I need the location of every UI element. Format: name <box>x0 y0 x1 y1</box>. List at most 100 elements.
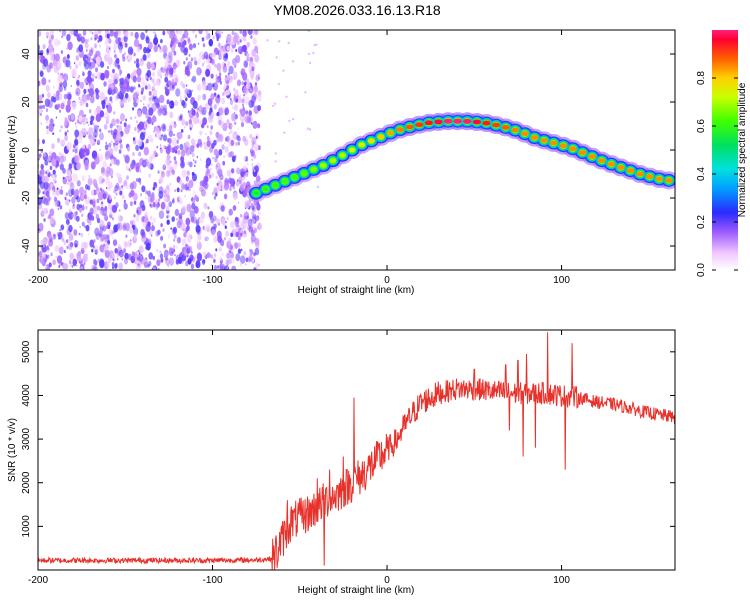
noise-speckle <box>46 169 50 174</box>
noise-speckle <box>62 263 68 270</box>
noise-speckle <box>179 98 183 103</box>
noise-speckle <box>211 172 214 178</box>
noise-speckle <box>139 200 145 209</box>
noise-speckle <box>195 219 200 226</box>
noise-speckle <box>95 213 100 220</box>
noise-speckle <box>171 216 175 223</box>
noise-speckle <box>192 30 195 34</box>
noise-speckle <box>167 234 171 239</box>
noise-speckle <box>201 259 206 265</box>
noise-speckle <box>202 250 207 257</box>
noise-speckle <box>174 189 177 193</box>
signal-track-core <box>301 171 308 176</box>
noise-speckle <box>226 169 232 177</box>
noise-speckle <box>110 130 114 136</box>
noise-speckle <box>235 180 240 187</box>
noise-speckle <box>73 211 77 216</box>
noise-speckle <box>99 132 104 141</box>
noise-speckle <box>199 215 205 224</box>
noise-speckle <box>205 68 211 77</box>
noise-speckle <box>251 66 255 71</box>
noise-speckle <box>65 198 70 206</box>
noise-speckle <box>106 116 110 121</box>
noise-speckle <box>109 96 113 102</box>
noise-speckle <box>169 67 174 75</box>
noise-speckle <box>53 189 56 193</box>
noise-speckle <box>209 174 212 179</box>
noise-speckle <box>60 125 63 129</box>
noise-speckle <box>41 251 46 259</box>
noise-speckle <box>102 233 107 240</box>
noise-speckle <box>171 169 175 175</box>
noise-speckle <box>67 238 71 244</box>
noise-speckle <box>84 42 89 49</box>
noise-speckle <box>123 179 128 187</box>
noise-speckle <box>240 255 246 264</box>
noise-speckle <box>153 44 159 53</box>
noise-speckle <box>176 236 181 244</box>
noise-speckle <box>230 168 235 174</box>
noise-speckle <box>171 137 177 147</box>
noise-speckle <box>160 223 163 228</box>
spectrogram-x-label: Height of straight line (km) <box>298 285 415 296</box>
noise-speckle <box>88 233 90 236</box>
noise-speckle <box>177 30 183 35</box>
noise-speckle <box>45 108 49 113</box>
noise-speckle <box>85 118 88 121</box>
noise-speckle <box>205 236 209 242</box>
noise-speckle <box>45 114 49 121</box>
noise-speckle <box>182 83 186 89</box>
noise-speckle <box>75 124 78 129</box>
noise-speckle <box>213 104 217 110</box>
noise-speckle <box>85 184 89 190</box>
noise-speckle <box>226 45 230 51</box>
noise-speckle <box>70 84 73 88</box>
noise-speckle <box>99 92 105 101</box>
noise-speckle <box>188 161 193 168</box>
noise-speckle <box>71 101 77 111</box>
noise-speckle <box>188 245 193 253</box>
noise-speckle <box>154 199 158 205</box>
noise-speckle <box>124 42 128 48</box>
noise-speckle <box>63 93 68 100</box>
signal-track-core <box>253 191 260 195</box>
noise-speckle <box>134 224 137 228</box>
noise-speckle <box>77 256 81 262</box>
noise-speckle <box>50 30 55 37</box>
noise-speckle <box>156 154 159 157</box>
noise-speckle <box>128 168 131 171</box>
noise-speckle <box>185 217 191 226</box>
noise-speckle <box>107 210 110 213</box>
noise-speckle <box>136 67 142 77</box>
noise-speckle <box>38 157 41 161</box>
noise-speckle <box>137 138 143 147</box>
noise-speckle <box>39 170 42 175</box>
noise-speckle <box>57 103 61 109</box>
noise-speckle <box>156 248 159 253</box>
noise-speckle <box>168 199 171 204</box>
noise-speckle <box>117 244 122 250</box>
noise-speckle <box>186 225 190 232</box>
noise-speckle <box>65 218 70 225</box>
noise-speckle <box>205 108 208 111</box>
noise-speckle <box>237 141 240 146</box>
noise-speckle <box>59 229 61 232</box>
noise-speckle <box>229 75 233 81</box>
noise-speckle <box>118 209 121 212</box>
noise-speckle <box>92 245 95 249</box>
noise-speckle <box>188 53 191 57</box>
noise-speckle <box>107 66 109 69</box>
noise-speckle <box>99 128 102 133</box>
noise-speckle <box>229 250 231 254</box>
noise-speckle <box>72 173 78 182</box>
noise-speckle <box>208 114 214 123</box>
signal-track-core <box>617 165 625 170</box>
noise-speckle <box>59 189 64 195</box>
noise-speckle <box>119 190 123 196</box>
noise-speckle <box>107 57 113 65</box>
noise-speckle <box>159 144 162 147</box>
noise-speckle <box>44 159 49 166</box>
noise-speckle <box>76 162 81 170</box>
noise-speckle <box>164 86 167 90</box>
